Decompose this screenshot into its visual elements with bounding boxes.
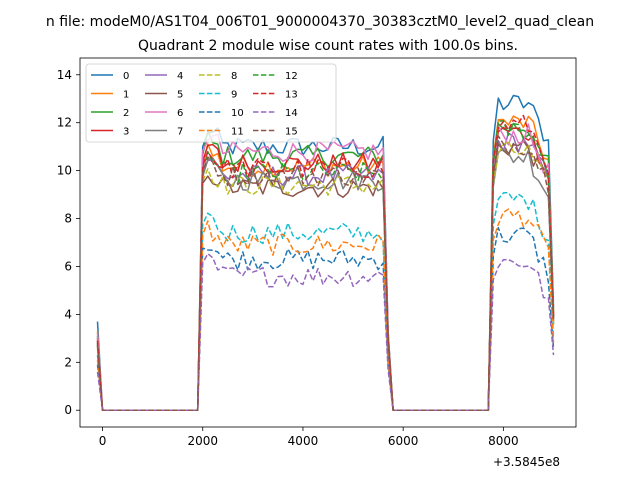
legend-label-7: 7: [177, 127, 183, 138]
y-tick-label-14: 14: [57, 68, 72, 82]
y-tick-label-4: 4: [64, 307, 72, 321]
y-tick-label-2: 2: [64, 355, 72, 369]
legend-label-1: 1: [123, 90, 129, 101]
legend-label-13: 13: [285, 90, 298, 101]
legend-label-0: 0: [123, 71, 129, 82]
series-line-9: [96, 191, 555, 411]
x-tick-label-0: 0: [99, 434, 107, 448]
axes-frame: [79, 57, 577, 428]
chart-title: Quadrant 2 module wise count rates with …: [138, 38, 518, 54]
y-tick-label-8: 8: [64, 212, 72, 226]
legend-label-4: 4: [177, 71, 183, 82]
y-tick-label-6: 6: [64, 259, 72, 273]
x-tick-label-6000: 6000: [388, 434, 419, 448]
x-tick-label-2000: 2000: [187, 434, 218, 448]
y-tick-label-12: 12: [57, 116, 72, 130]
legend-label-10: 10: [231, 108, 244, 119]
x-tick-label-8000: 8000: [488, 434, 519, 448]
legend-label-3: 3: [123, 127, 129, 138]
plot-area: [96, 94, 555, 411]
figure-suptitle: n file: modeM0/AS1T04_006T01_9000004370_…: [46, 14, 594, 30]
legend-label-11: 11: [231, 127, 244, 138]
legend-label-14: 14: [285, 108, 298, 119]
x-offset-label: +3.5845e8: [493, 455, 560, 469]
legend-label-8: 8: [231, 71, 237, 82]
legend-label-9: 9: [231, 90, 237, 101]
y-tick-label-10: 10: [57, 164, 72, 178]
legend-label-15: 15: [285, 127, 298, 138]
legend-label-5: 5: [177, 90, 183, 101]
series-line-15: [96, 135, 555, 411]
y-tick-label-0: 0: [64, 403, 72, 417]
legend-label-2: 2: [123, 108, 129, 119]
legend-box: [85, 63, 337, 143]
x-tick-label-4000: 4000: [288, 434, 319, 448]
legend-label-6: 6: [177, 108, 183, 119]
legend-label-12: 12: [285, 71, 298, 82]
